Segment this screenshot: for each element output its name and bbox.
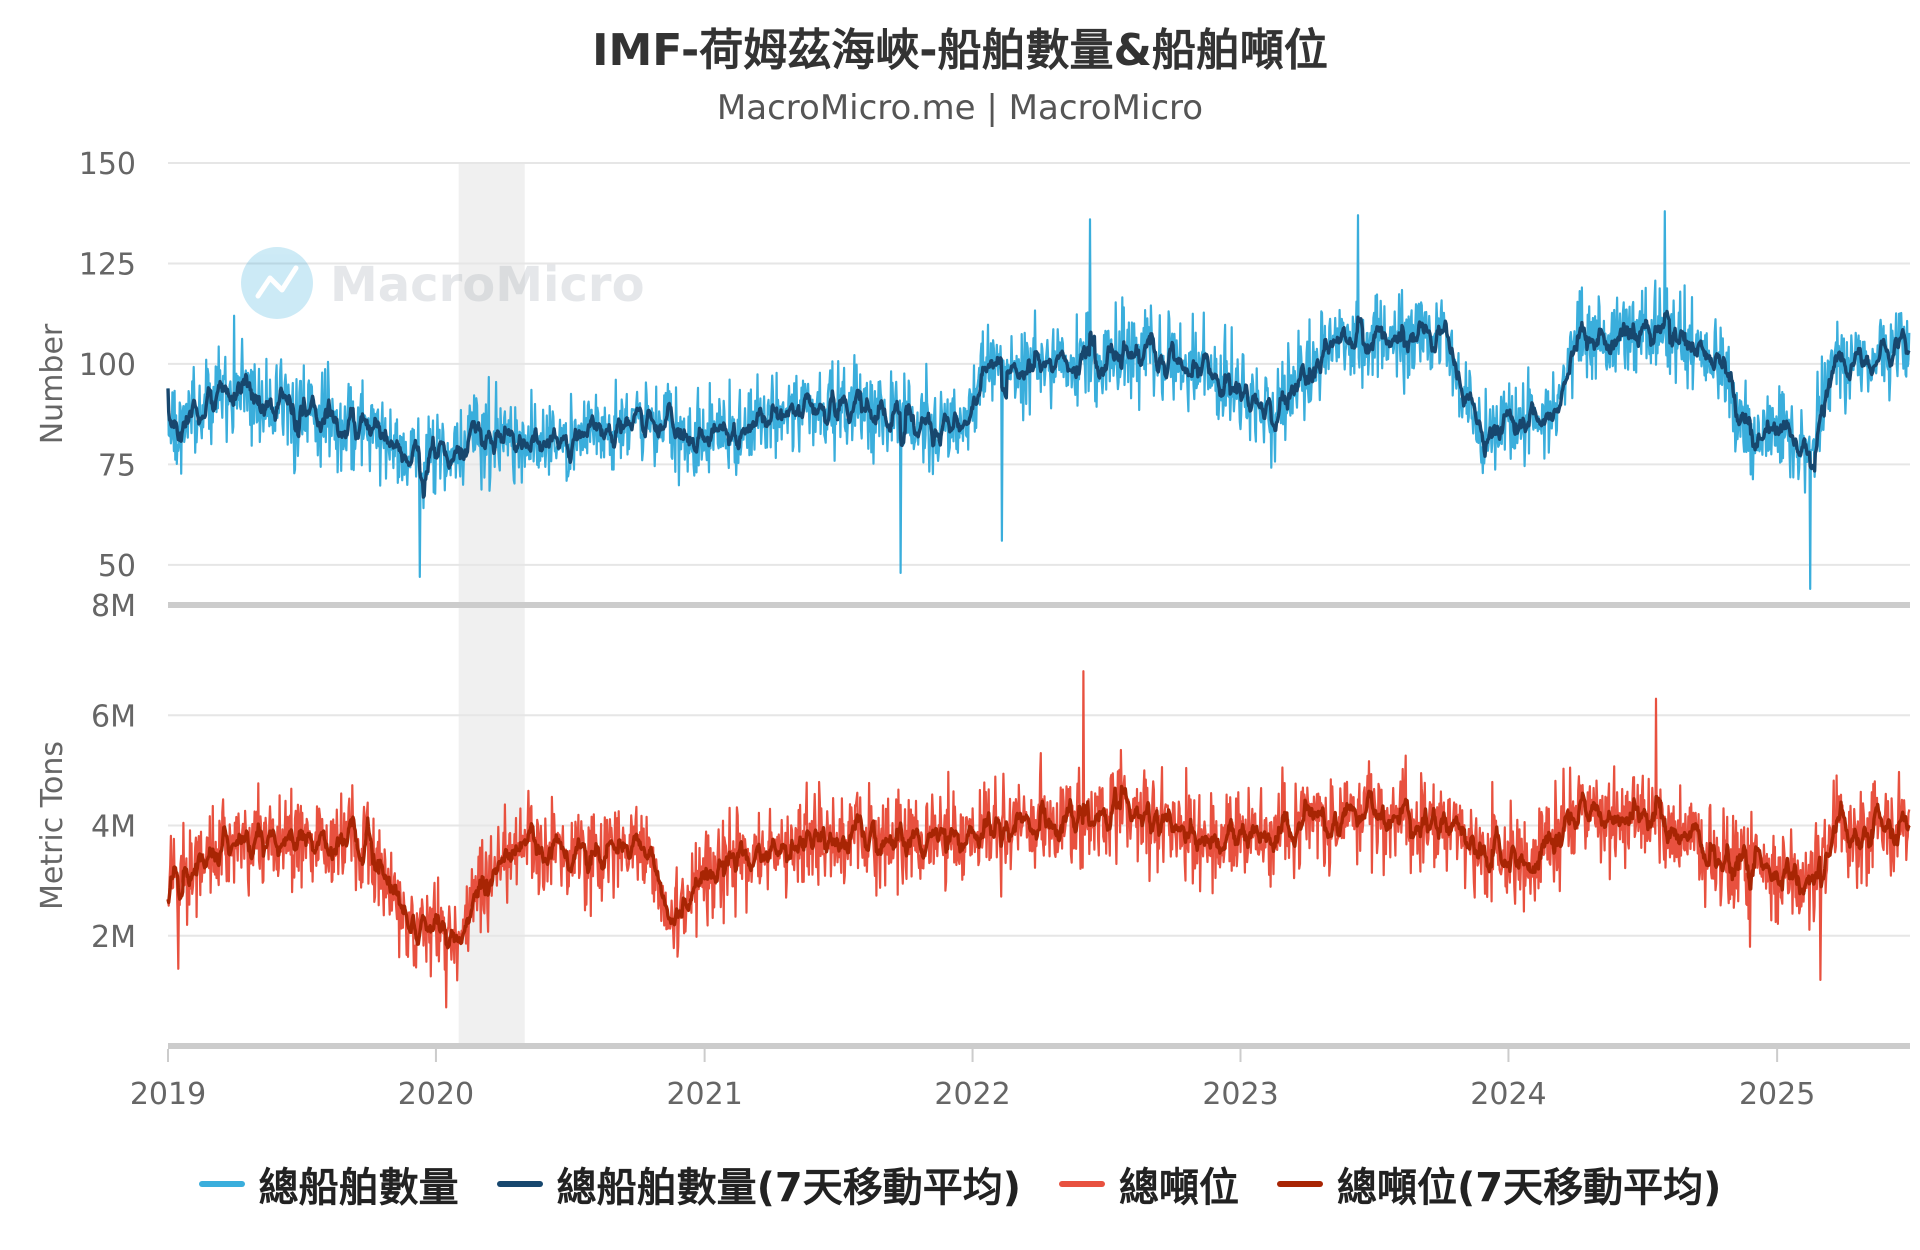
x-tick-label: 2022: [934, 1077, 1010, 1112]
series-line-1-daily: [166, 670, 1911, 1009]
legend-label-tons-ma7: 總噸位(7天移動平均): [1337, 1165, 1722, 1211]
legend-swatch-count-ma7: [496, 1181, 543, 1187]
y-tick-label: 150: [79, 147, 136, 182]
legend-item-tons-ma7[interactable]: 總噸位(7天移動平均): [1277, 1155, 1721, 1213]
legend: 總船舶數量 總船舶數量(7天移動平均) 總噸位 總噸位(7天移動平均): [0, 1155, 1920, 1213]
y-tick-label: 75: [98, 448, 136, 483]
y-tick-label: 2M: [91, 920, 136, 955]
x-tick-label: 2020: [398, 1077, 474, 1112]
y-tick-label: 6M: [91, 699, 136, 734]
x-tick-label: 2023: [1202, 1077, 1278, 1112]
y-tick-label: 4M: [91, 810, 136, 845]
chart-title: IMF-荷姆茲海峽-船舶數量&船舶噸位: [592, 25, 1328, 76]
chart-subtitle: MacroMicro.me | MacroMicro: [716, 88, 1204, 128]
legend-swatch-tons-daily: [1059, 1181, 1105, 1187]
y-axis-label: Metric Tons: [35, 741, 70, 910]
x-tick-label: 2021: [666, 1077, 742, 1112]
watermark-logo-mark: [255, 265, 299, 299]
series-line-0-ma7: [166, 309, 1911, 499]
legend-swatch-tons-ma7: [1277, 1181, 1323, 1187]
y-tick-label: 125: [79, 247, 136, 282]
x-tick-label: 2019: [130, 1077, 206, 1112]
watermark: MacroMicro: [241, 247, 645, 319]
legend-item-tons-daily[interactable]: 總噸位: [1059, 1155, 1239, 1213]
series-layer: [166, 210, 1911, 1009]
legend-item-count-ma7[interactable]: 總船舶數量(7天移動平均): [496, 1155, 1021, 1213]
x-tick-label: 2024: [1470, 1077, 1546, 1112]
y-tick-label: 8M: [91, 589, 136, 624]
legend-label-count-ma7: 總船舶數量(7天移動平均): [556, 1165, 1021, 1211]
y-tick-label: 50: [98, 549, 136, 584]
legend-swatch-count-daily: [198, 1181, 245, 1187]
legend-label-count-daily: 總船舶數量: [258, 1165, 459, 1211]
watermark-text: MacroMicro: [330, 257, 645, 313]
y-axis-label: Number: [35, 323, 70, 444]
axis-layer: 50 75 100 125 150 Number 2M 4M 6M 8M Metric Tons 20…: [35, 147, 1910, 1112]
x-tick-label: 2025: [1739, 1077, 1815, 1112]
y-tick-label: 100: [79, 348, 136, 383]
series-line-1-ma7: [166, 784, 1911, 950]
legend-label-tons-daily: 總噸位: [1119, 1165, 1239, 1211]
legend-item-count-daily[interactable]: 總船舶數量: [198, 1155, 459, 1213]
watermark-logo-icon: [241, 247, 313, 319]
